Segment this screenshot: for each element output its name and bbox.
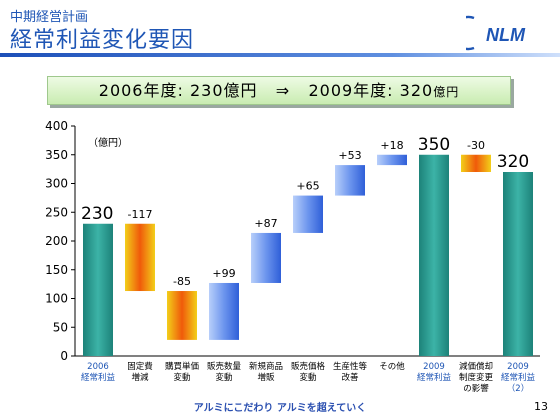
category-label: 販売数量変動 xyxy=(207,361,242,383)
summary-banner: 2006年度: 230億円 ⇒ 2009年度: 320億円 xyxy=(47,76,511,105)
banner-2009: 2009年度: 320 xyxy=(308,81,434,100)
data-label: -85 xyxy=(173,275,191,288)
category-label-line: 制度変更 xyxy=(459,372,494,383)
category-label-line: （2） xyxy=(507,383,529,394)
bar-total xyxy=(419,154,449,356)
y-tick-label: 150 xyxy=(45,263,68,277)
category-label-line: 経常利益 xyxy=(417,372,452,383)
banner-unit: 億円 xyxy=(433,85,460,99)
category-label-line: 減価償却 xyxy=(459,361,493,372)
category-label-line: 2009 xyxy=(507,362,529,372)
bar-decrease xyxy=(125,223,155,292)
bar-decrease xyxy=(461,154,491,172)
y-tick-label: 100 xyxy=(45,292,68,306)
logo-arc xyxy=(466,15,475,51)
category-label-line: 経常利益 xyxy=(81,372,116,383)
category-label-line: 変動 xyxy=(215,372,232,383)
page-title: 経常利益変化要因 xyxy=(10,28,195,53)
category-label-line: 経常利益 xyxy=(501,372,536,383)
category-label: 固定費増減 xyxy=(127,361,153,383)
category-label-line: 生産性等 xyxy=(333,361,368,372)
y-tick-label: 200 xyxy=(45,234,68,248)
category-label-line: の影響 xyxy=(463,383,489,394)
logo-text: NLM xyxy=(486,25,526,45)
category-label: 減価償却制度変更の影響 xyxy=(459,361,494,394)
category-label: 2009 経常利益 xyxy=(417,362,452,383)
bar-total xyxy=(503,172,533,356)
data-label: +18 xyxy=(380,139,403,152)
category-label-line: 2009 xyxy=(423,362,445,372)
data-label: +99 xyxy=(212,267,235,280)
category-label: 購買単価変動 xyxy=(165,361,200,383)
category-label: 2009 経常利益（2） xyxy=(501,362,536,394)
category-label-line: 販売価格 xyxy=(291,361,326,372)
data-label: +65 xyxy=(296,180,319,193)
category-label-line: 固定費 xyxy=(127,361,153,372)
bar-increase xyxy=(251,232,281,283)
data-label: 350 xyxy=(418,135,450,155)
header-subtitle: 中期経営計画 xyxy=(10,10,89,25)
y-tick-label: 300 xyxy=(45,177,68,191)
data-label: +53 xyxy=(338,149,361,162)
bar-increase xyxy=(335,165,365,196)
bar-increase xyxy=(209,282,239,340)
category-label-line: 改善 xyxy=(341,372,359,383)
banner-arrow: ⇒ xyxy=(275,81,291,100)
category-label-line: 変動 xyxy=(173,372,190,383)
category-label-line: その他 xyxy=(379,361,405,372)
data-label: 230 xyxy=(81,204,113,224)
banner-2006: 2006年度: 230億円 xyxy=(98,81,258,100)
data-label: -30 xyxy=(467,139,485,152)
category-label: 2006 経常利益 xyxy=(81,362,116,383)
category-label-line: 変動 xyxy=(299,372,316,383)
category-label-line: 2006 xyxy=(87,362,109,372)
footer-slogan: アルミにこだわり アルミを超えていく xyxy=(193,403,367,414)
company-logo: NLM xyxy=(466,15,526,51)
header-divider xyxy=(0,53,560,57)
page-number: 13 xyxy=(534,400,548,413)
y-tick-label: 400 xyxy=(45,119,68,133)
category-label-line: 購買単価 xyxy=(165,361,200,372)
y-tick-label: 350 xyxy=(45,148,68,162)
bar-increase xyxy=(377,154,407,166)
y-tick-label: 0 xyxy=(60,349,68,363)
bar-increase xyxy=(293,195,323,233)
category-label-line: 販売数量 xyxy=(207,361,242,372)
y-tick-label: 250 xyxy=(45,205,68,219)
data-label: 320 xyxy=(497,152,529,172)
bar-total xyxy=(83,223,113,356)
category-label-line: 増販 xyxy=(257,372,275,383)
data-label: -117 xyxy=(128,208,153,221)
unit-label: （億円） xyxy=(88,136,128,149)
category-label: 生産性等改善 xyxy=(333,361,368,383)
category-label-line: 新規商品 xyxy=(249,361,283,372)
y-tick-label: 50 xyxy=(53,320,68,334)
category-label: 新規商品増販 xyxy=(249,361,283,383)
category-label: その他 xyxy=(379,361,405,372)
bar-decrease xyxy=(167,291,197,340)
category-label-line: 増減 xyxy=(131,372,149,383)
category-label: 販売価格変動 xyxy=(291,361,326,383)
data-label: +87 xyxy=(254,217,277,230)
